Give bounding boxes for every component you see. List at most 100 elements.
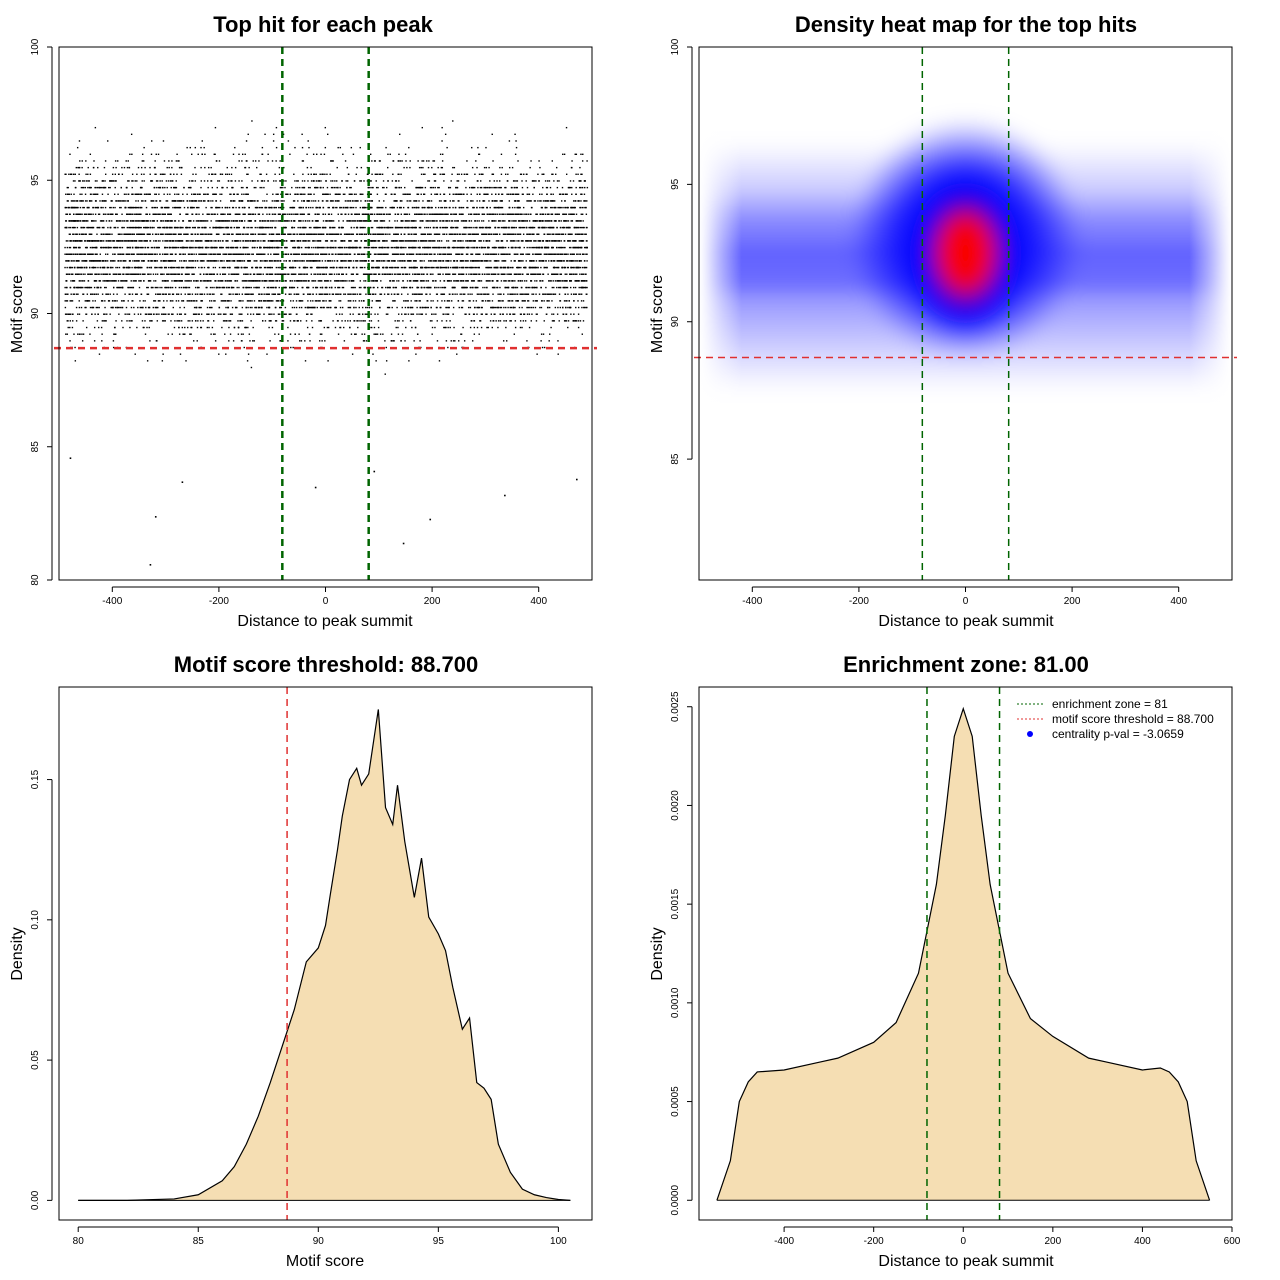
scatter-point bbox=[505, 306, 507, 309]
scatter-point bbox=[234, 246, 237, 249]
scatter-point bbox=[411, 326, 413, 329]
scatter-point bbox=[415, 260, 417, 262]
scatter-point bbox=[288, 220, 290, 222]
scatter-point bbox=[418, 166, 421, 169]
scatter-point bbox=[228, 206, 231, 209]
scatter-point bbox=[333, 186, 336, 189]
scatter-point bbox=[467, 306, 470, 309]
scatter-point bbox=[159, 240, 161, 242]
scatter-point bbox=[579, 226, 582, 229]
scatter-point bbox=[416, 333, 419, 335]
scatter-point bbox=[548, 300, 550, 302]
scatter-point bbox=[396, 200, 398, 202]
scatter-point bbox=[556, 260, 559, 262]
scatter-point bbox=[524, 280, 526, 282]
scatter-point bbox=[181, 226, 183, 229]
scatter-point bbox=[346, 233, 349, 235]
scatter-point bbox=[264, 280, 266, 282]
scatter-point bbox=[471, 266, 474, 269]
scatter-point bbox=[102, 233, 104, 235]
scatter-point bbox=[155, 200, 157, 202]
scatter-point bbox=[249, 300, 252, 302]
scatter-point bbox=[221, 266, 224, 269]
scatter-point bbox=[470, 200, 473, 202]
scatter-point bbox=[437, 246, 439, 249]
scatter-point bbox=[302, 280, 305, 282]
scatter-point bbox=[289, 206, 291, 209]
scatter-point bbox=[444, 253, 446, 255]
scatter-point bbox=[192, 173, 194, 175]
scatter-point bbox=[232, 206, 235, 209]
scatter-point bbox=[579, 166, 581, 169]
scatter-point bbox=[417, 253, 419, 255]
scatter-point bbox=[480, 313, 483, 315]
scatter-point bbox=[385, 266, 388, 269]
scatter-point bbox=[465, 226, 467, 229]
scatter-point bbox=[430, 273, 432, 275]
scatter-point bbox=[324, 240, 327, 242]
scatter-point bbox=[229, 253, 231, 255]
scatter-point bbox=[163, 313, 165, 315]
scatter-point bbox=[260, 180, 263, 182]
scatter-point bbox=[65, 280, 68, 282]
scatter-point bbox=[543, 266, 545, 269]
scatter-point bbox=[315, 173, 317, 175]
scatter-point bbox=[548, 200, 550, 202]
scatter-point bbox=[103, 166, 106, 169]
scatter-point bbox=[549, 333, 551, 335]
scatter-point bbox=[171, 266, 173, 269]
scatter-point bbox=[373, 246, 375, 249]
scatter-point bbox=[140, 260, 143, 262]
scatter-point bbox=[488, 260, 490, 262]
scatter-point bbox=[509, 273, 511, 275]
scatter-point bbox=[550, 213, 552, 215]
scatter-point bbox=[152, 206, 154, 209]
scatter-point bbox=[312, 180, 315, 182]
scatter-point bbox=[439, 273, 441, 275]
scatter-point bbox=[523, 246, 525, 249]
scatter-point bbox=[156, 273, 159, 275]
scatter-point bbox=[285, 220, 288, 222]
scatter-point bbox=[200, 300, 202, 302]
scatter-point bbox=[195, 220, 198, 222]
scatter-point bbox=[571, 233, 573, 235]
scatter-point bbox=[357, 200, 359, 202]
scatter-point bbox=[301, 213, 303, 215]
scatter-point bbox=[386, 260, 388, 262]
scatter-point bbox=[112, 166, 115, 169]
scatter-point bbox=[359, 180, 361, 182]
scatter-point bbox=[483, 193, 485, 195]
scatter-point bbox=[270, 300, 273, 302]
scatter-point bbox=[431, 333, 433, 335]
scatter-point bbox=[78, 286, 81, 289]
scatter-point bbox=[527, 300, 530, 302]
scatter-point bbox=[565, 320, 568, 322]
scatter-point bbox=[65, 206, 68, 209]
scatter-point bbox=[85, 313, 87, 315]
scatter-point bbox=[497, 266, 499, 269]
scatter-point bbox=[379, 220, 382, 222]
scatter-point bbox=[95, 260, 97, 262]
scatter-point bbox=[519, 220, 521, 222]
scatter-point bbox=[397, 260, 399, 262]
scatter-point bbox=[164, 240, 166, 242]
scatter-point bbox=[177, 300, 180, 302]
scatter-point bbox=[473, 213, 475, 215]
scatter-point bbox=[465, 273, 468, 275]
scatter-point bbox=[267, 240, 270, 242]
scatter-point bbox=[412, 206, 414, 209]
scatter-point bbox=[260, 273, 262, 275]
scatter-point bbox=[335, 313, 338, 315]
scatter-point bbox=[214, 253, 216, 255]
scatter-point bbox=[256, 226, 258, 229]
scatter-point bbox=[497, 320, 500, 322]
scatter-point bbox=[151, 200, 154, 202]
scatter-point bbox=[567, 320, 570, 322]
scatter-point bbox=[330, 180, 332, 182]
scatter-point bbox=[487, 266, 489, 269]
scatter-point bbox=[85, 220, 88, 222]
scatter-point bbox=[119, 246, 121, 249]
scatter-point bbox=[254, 200, 256, 202]
scatter-point bbox=[404, 266, 407, 269]
scatter-point bbox=[496, 206, 499, 209]
